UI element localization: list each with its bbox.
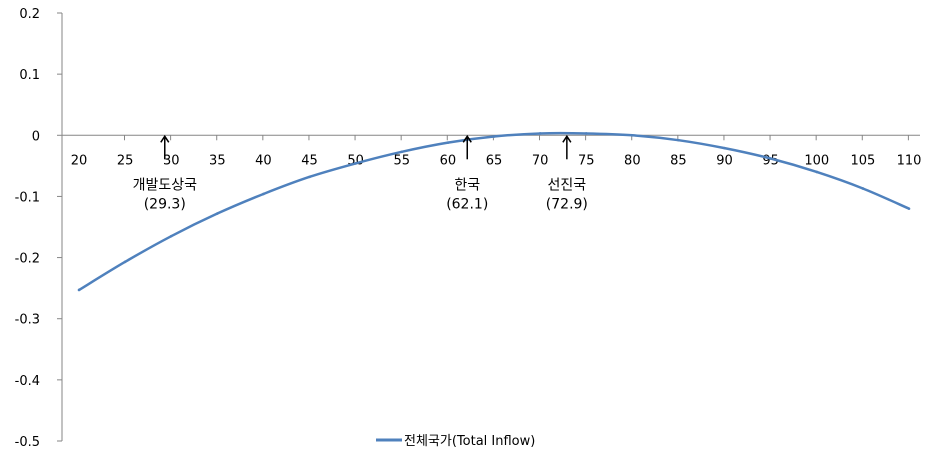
y-tick-label: -0.5: [15, 435, 40, 450]
annotation-value: (29.3): [144, 196, 186, 212]
x-tick-label: 25: [117, 153, 134, 168]
y-tick-label: 0.1: [19, 68, 40, 83]
legend: 전체국가(Total Inflow): [376, 434, 535, 449]
annotation-label: 한국: [454, 177, 480, 193]
y-axis-ticks: 0.2 0.1 0 -0.1 -0.2 -0.3 -0.4 -0.5: [15, 7, 62, 450]
x-tick-label: 70: [532, 153, 549, 168]
data-point: [354, 162, 357, 165]
x-tick-label: 35: [209, 153, 226, 168]
annotation-label: 선진국: [548, 177, 587, 193]
annotation-value: (62.1): [446, 196, 488, 212]
annotation-label: 개발도상국: [133, 177, 198, 193]
data-point: [769, 157, 772, 160]
data-point: [216, 212, 219, 215]
axes: [61, 13, 920, 441]
data-point: [492, 135, 496, 138]
series-layer: [77, 131, 911, 292]
data-point: [538, 132, 542, 135]
data-point: [907, 207, 911, 210]
annotation-value: (72.9): [546, 196, 588, 212]
y-tick-label: 0: [32, 129, 40, 144]
data-point: [815, 170, 819, 174]
data-point: [677, 138, 680, 142]
x-tick-label: 105: [850, 153, 875, 168]
x-tick-label: 45: [301, 153, 318, 168]
x-tick-label: 30: [163, 153, 180, 168]
y-tick-label: -0.1: [15, 190, 40, 205]
data-point: [631, 133, 634, 137]
data-point: [308, 175, 311, 179]
y-tick-label: 0.2: [19, 7, 40, 22]
x-tick-label: 40: [255, 153, 272, 168]
x-tick-label: 65: [486, 153, 503, 168]
x-tick-label: 80: [624, 153, 641, 168]
data-point: [169, 234, 173, 238]
annotation-arrowhead: [562, 134, 572, 143]
data-point: [861, 187, 865, 190]
annotation-arrowhead: [462, 134, 472, 143]
data-point: [446, 141, 450, 144]
annotation-arrowhead: [160, 134, 170, 143]
x-tick-label: 90: [716, 153, 733, 168]
y-tick-label: -0.3: [15, 313, 40, 328]
x-axis-ticks: 20 25 30 35 40 45 50 55 60 65 70 75 80 85 90 95 100 105 11…: [71, 135, 922, 168]
data-point: [400, 150, 404, 154]
annotations-layer: 개발도상국 (29.3) 한국 (62.1) 선진국 (72.9): [133, 134, 588, 212]
y-tick-label: -0.2: [15, 252, 40, 267]
legend-label: 전체국가(Total Inflow): [404, 434, 535, 449]
x-tick-label: 20: [71, 153, 88, 168]
x-tick-label: 85: [670, 153, 687, 168]
data-point: [77, 288, 81, 292]
x-tick-label: 60: [440, 153, 457, 168]
x-tick-label: 100: [804, 153, 829, 168]
data-point: [723, 146, 726, 150]
data-point: [584, 132, 588, 135]
data-point: [123, 260, 127, 264]
data-point: [262, 192, 265, 196]
x-tick-label: 75: [578, 153, 595, 168]
x-tick-label: 55: [394, 153, 411, 168]
x-tick-label: 110: [897, 153, 922, 168]
y-tick-label: -0.4: [15, 374, 40, 389]
